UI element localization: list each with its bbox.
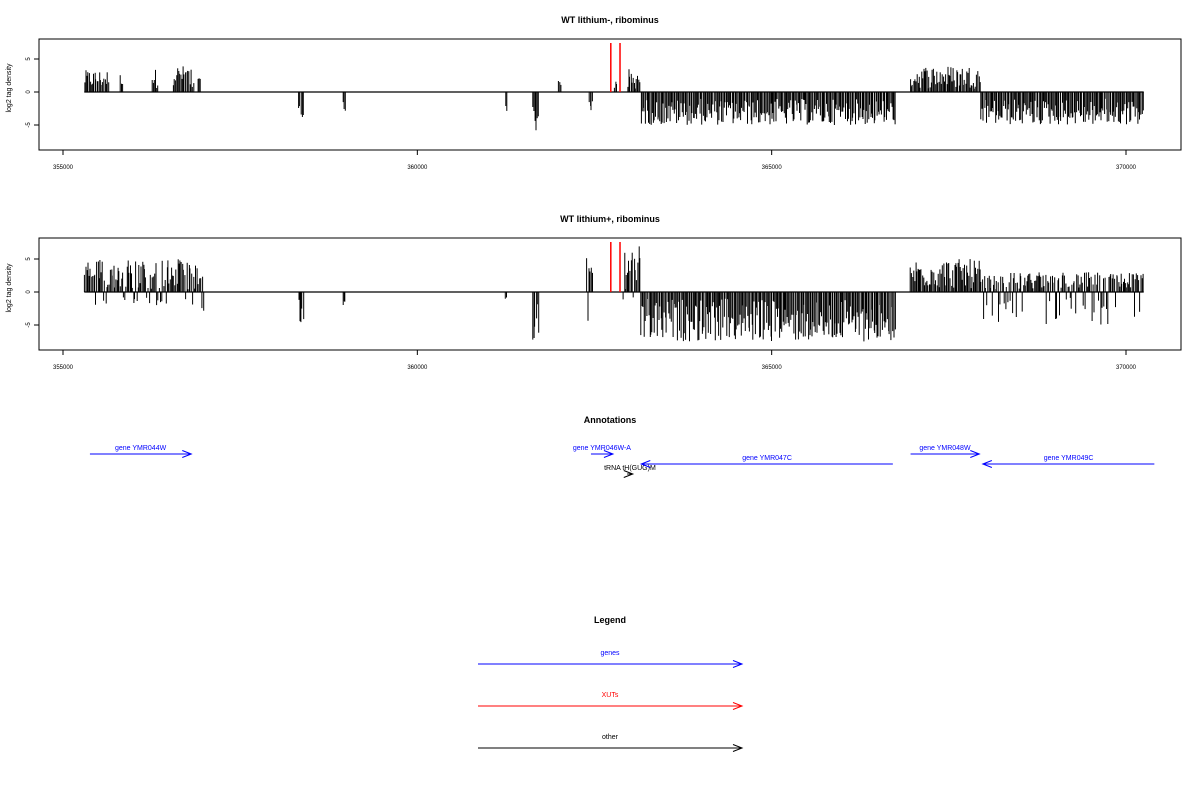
panel-1-xut-markers <box>610 43 621 92</box>
coverage-panel-lithium-minus: WT lithium-, ribominus log2 tag density … <box>6 15 1182 171</box>
annotation-feature: gene YMR049C <box>981 455 1155 468</box>
x-tick-label: 365000 <box>762 365 783 371</box>
panel-1-x-axis: 355000 360000 365000 370000 <box>53 150 1137 171</box>
panel-1-title: WT lithium-, ribominus <box>561 15 659 25</box>
y-tick-label: -5 <box>26 122 32 128</box>
annotation-feature: tRNA tH(GUG)M <box>604 465 656 478</box>
legend: Legend genes XUTs other <box>478 615 744 752</box>
panel-2-coverage-bars <box>83 246 1144 342</box>
feature-label: gene YMR046W-A <box>573 445 631 452</box>
coverage-panel-lithium-plus: WT lithium+, ribominus log2 tag density … <box>6 214 1182 371</box>
x-tick-label: 360000 <box>407 165 428 171</box>
panel-2-xut-markers <box>610 242 621 292</box>
x-tick-label: 360000 <box>407 365 428 371</box>
legend-item: genes <box>478 650 744 668</box>
annotation-feature: gene YMR046W-A <box>573 445 631 458</box>
y-tick-label: 0 <box>26 90 32 94</box>
x-tick-label: 365000 <box>762 165 783 171</box>
x-tick-label: 370000 <box>1116 365 1137 371</box>
annotations-track: Annotations gene YMR044W gene YMR046W-A tR… <box>89 415 1155 478</box>
y-tick-label: 0 <box>26 290 32 294</box>
strand-arrowhead <box>981 460 993 468</box>
legend-item: other <box>478 734 744 752</box>
panel-1-y-axis-label: log2 tag density <box>6 63 13 113</box>
annotation-feature: gene YMR048W <box>910 445 981 458</box>
y-tick-label: 5 <box>26 57 32 61</box>
legend-items: genes XUTs other <box>478 650 744 752</box>
annotation-feature: gene YMR047C <box>639 455 893 468</box>
strand-arrowhead <box>182 450 193 458</box>
legend-title: Legend <box>594 615 626 625</box>
annotations-title: Annotations <box>584 415 637 425</box>
panel-2-title: WT lithium+, ribominus <box>560 214 660 224</box>
annotation-feature: gene YMR044W <box>89 445 193 458</box>
annotation-features: gene YMR044W gene YMR046W-A tRNA tH(GUG)M g… <box>89 445 1155 478</box>
panel-2-plot-box <box>38 237 1182 351</box>
legend-label: XUTs <box>602 692 619 699</box>
feature-label: gene YMR048W <box>919 445 971 452</box>
x-tick-label: 370000 <box>1116 165 1137 171</box>
feature-label: tRNA tH(GUG)M <box>604 465 656 472</box>
y-tick-label: 5 <box>26 257 32 261</box>
y-tick-label: -5 <box>26 322 32 328</box>
panel-2-y-axis: 5 0 -5 <box>26 257 39 328</box>
legend-label: genes <box>600 650 620 657</box>
legend-label: other <box>602 734 619 741</box>
legend-item: XUTs <box>478 692 744 710</box>
panel-2-y-axis-label: log2 tag density <box>6 263 13 313</box>
legend-arrowhead <box>732 702 744 710</box>
panel-2-x-axis: 355000 360000 365000 370000 <box>53 350 1137 371</box>
strand-arrowhead <box>603 450 615 458</box>
feature-label: gene YMR044W <box>115 445 167 452</box>
feature-label: gene YMR049C <box>1044 455 1094 462</box>
x-tick-label: 355000 <box>53 365 74 371</box>
legend-arrowhead <box>732 744 744 752</box>
strand-arrowhead <box>970 450 981 458</box>
panel-1-y-axis: 5 0 -5 <box>26 57 39 128</box>
strand-arrowhead <box>639 460 651 468</box>
x-tick-label: 355000 <box>53 165 74 171</box>
strand-arrowhead <box>623 470 635 478</box>
legend-arrowhead <box>732 660 744 668</box>
panel-1-plot-box <box>38 38 1182 151</box>
panel-1-coverage-bars <box>84 66 1144 131</box>
feature-label: gene YMR047C <box>742 455 792 462</box>
